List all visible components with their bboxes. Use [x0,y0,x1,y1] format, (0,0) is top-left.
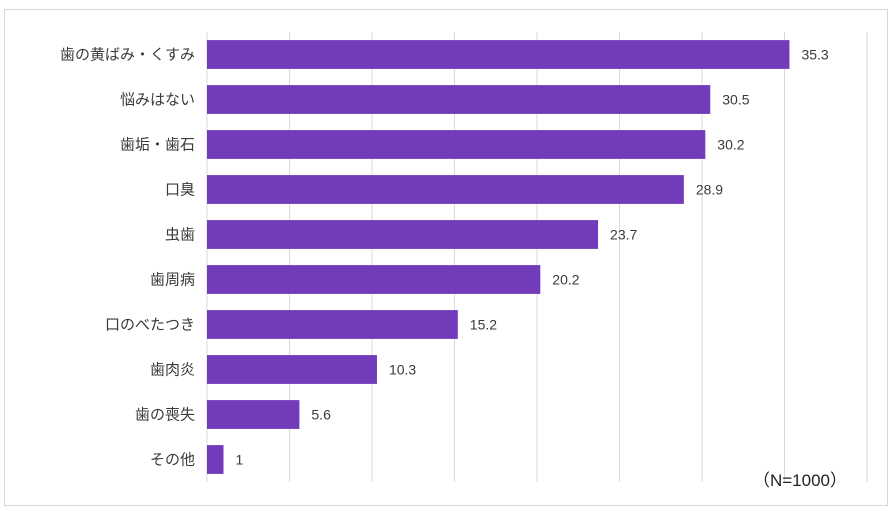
value-label: 23.7 [610,227,637,243]
bar-chart: 歯の黄ばみ・くすみ 35.3 悩みはない 30.5 歯垢・歯石 30.2 口臭 28.9 虫歯 2… [60,32,868,482]
value-label: 20.2 [552,272,579,288]
category-label: 歯垢・歯石 [120,136,195,154]
value-label: 10.3 [389,362,416,378]
category-label: 歯の黄ばみ・くすみ [60,46,195,64]
value-label: 35.3 [801,47,828,63]
chart-frame: 歯の黄ばみ・くすみ 35.3 悩みはない 30.5 歯垢・歯石 30.2 口臭 28.9 虫歯 2… [4,9,888,506]
sample-size-note: （N=1000） [752,471,847,490]
category-label: 口臭 [165,181,195,199]
category-label: 口のべたつき [105,316,195,334]
value-label: 28.9 [696,182,723,198]
bar [207,265,541,294]
category-label: 悩みはない [120,91,195,109]
bar [207,220,599,249]
category-label: 歯肉炎 [150,361,195,379]
value-label: 30.2 [717,137,744,153]
bar [207,40,790,69]
category-label: その他 [150,451,195,469]
bar [207,310,458,339]
bar [207,130,706,159]
bar [207,445,224,474]
value-label: 30.5 [722,92,749,108]
category-label: 虫歯 [165,226,195,244]
bar [207,85,711,114]
category-label: 歯周病 [150,271,195,289]
bar [207,175,684,204]
bar [207,355,377,384]
value-label: 15.2 [470,317,497,333]
category-label: 歯の喪失 [135,406,195,424]
value-label: 5.6 [311,407,331,423]
bar [207,400,300,429]
value-label: 1 [236,452,244,468]
